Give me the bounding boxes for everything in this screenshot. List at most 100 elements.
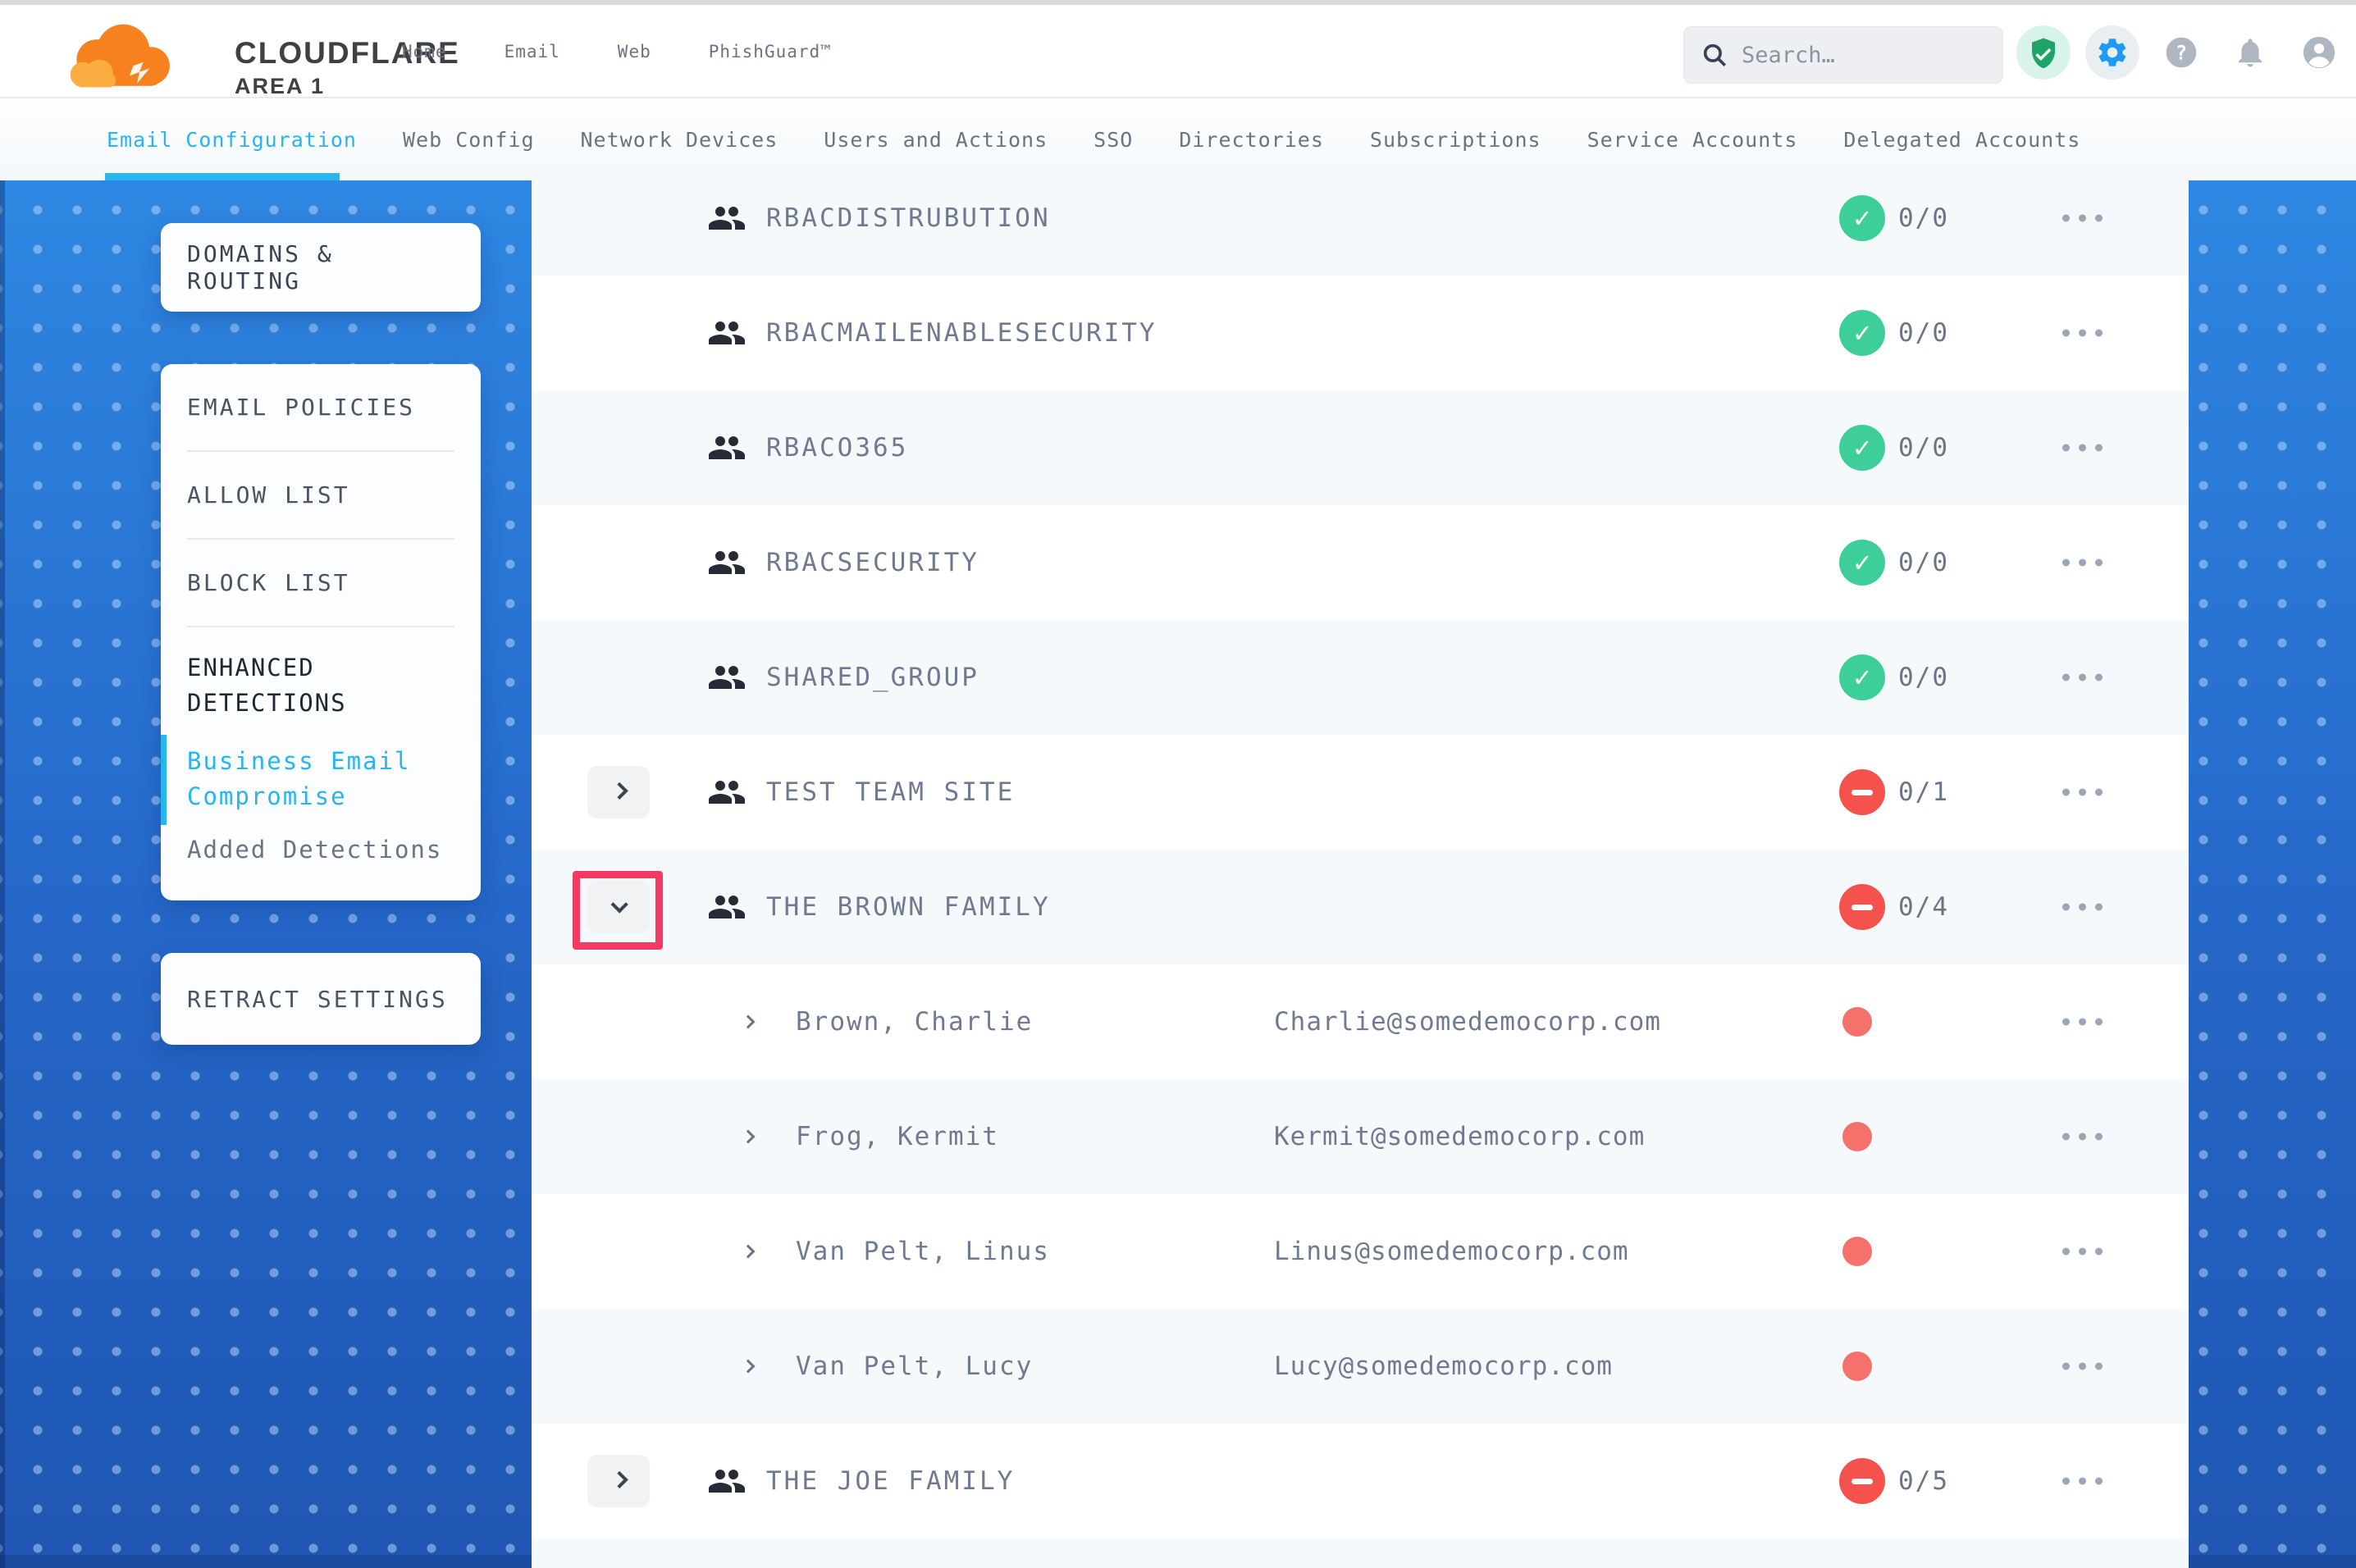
status-ok-badge: ✓ bbox=[1839, 540, 1885, 586]
security-status-button[interactable] bbox=[2016, 25, 2071, 80]
settings-button[interactable] bbox=[2085, 25, 2139, 80]
group-icon bbox=[709, 1470, 745, 1493]
row-actions-menu[interactable] bbox=[2054, 1010, 2111, 1034]
group-row[interactable]: TEST TEAM SITE 0/1 bbox=[532, 735, 2189, 850]
row-actions-menu[interactable] bbox=[2054, 436, 2111, 460]
enhanced-detections-section: ENHANCED DETECTIONS Business Email Compr… bbox=[187, 627, 454, 864]
row-actions-menu[interactable] bbox=[2054, 551, 2111, 575]
sidebar-item-added-detections[interactable]: Added Detections bbox=[187, 836, 443, 864]
window-top-edge bbox=[0, 0, 2356, 5]
bell-icon bbox=[2239, 39, 2262, 67]
group-name: THE JOE FAMILY bbox=[766, 1466, 1016, 1496]
row-actions-menu[interactable] bbox=[2054, 321, 2111, 345]
top-nav-web[interactable]: Web bbox=[617, 42, 651, 62]
tab-users-and-actions[interactable]: Users and Actions bbox=[824, 127, 1048, 152]
group-row[interactable]: RBACO365 ✓ 0/0 bbox=[532, 390, 2189, 505]
group-row-partial bbox=[532, 1538, 2189, 1568]
status-blocked-badge bbox=[1839, 884, 1885, 930]
tab-web-config[interactable]: Web Config bbox=[402, 127, 535, 152]
group-row[interactable]: THE JOE FAMILY 0/5 bbox=[532, 1424, 2189, 1538]
chevron-right-icon bbox=[741, 1244, 756, 1259]
row-actions-menu[interactable] bbox=[2054, 896, 2111, 919]
groups-list-panel: RBACDISTRUBUTION ✓ 0/0 RBACMAILENABLESEC… bbox=[532, 180, 2189, 1568]
chevron-right-icon bbox=[741, 1359, 756, 1374]
account-button[interactable] bbox=[2292, 25, 2346, 80]
cloudflare-cloud-icon bbox=[70, 24, 170, 88]
top-nav-home[interactable]: Home bbox=[402, 42, 447, 62]
top-nav-phishguard[interactable]: PhishGuard™ bbox=[708, 42, 832, 62]
row-actions-menu[interactable] bbox=[2054, 1240, 2111, 1264]
group-row[interactable]: RBACSECURITY ✓ 0/0 bbox=[532, 505, 2189, 620]
member-name: Frog, Kermit bbox=[796, 1122, 999, 1151]
group-icon bbox=[709, 207, 745, 230]
sidebar-item-allow-list[interactable]: ALLOW LIST bbox=[187, 452, 454, 540]
group-name: SHARED_GROUP bbox=[766, 663, 979, 692]
logo-text-cloudflare: CLOUDFLARE bbox=[235, 36, 460, 70]
chevron-right-icon bbox=[610, 782, 628, 800]
tab-service-accounts[interactable]: Service Accounts bbox=[1587, 127, 1798, 152]
search-icon bbox=[1703, 43, 1727, 67]
search-box[interactable] bbox=[1683, 26, 2003, 84]
group-row[interactable]: THE BROWN FAMILY 0/4 bbox=[532, 850, 2189, 964]
row-actions-menu[interactable] bbox=[2054, 1355, 2111, 1379]
member-email: Linus@somedemocorp.com bbox=[1274, 1237, 1629, 1266]
expand-group-button[interactable] bbox=[587, 1455, 650, 1507]
chevron-right-icon bbox=[741, 1129, 756, 1144]
tab-directories[interactable]: Directories bbox=[1179, 127, 1324, 152]
tab-email-configuration[interactable]: Email Configuration bbox=[107, 127, 357, 152]
member-row[interactable]: Frog, Kermit Kermit@somedemocorp.com bbox=[532, 1079, 2189, 1194]
row-actions-menu[interactable] bbox=[2054, 666, 2111, 690]
group-row[interactable]: RBACMAILENABLESECURITY ✓ 0/0 bbox=[532, 276, 2189, 390]
group-row[interactable]: RBACDISTRUBUTION ✓ 0/0 bbox=[532, 180, 2189, 276]
row-actions-menu[interactable] bbox=[2054, 781, 2111, 805]
sidebar-item-block-list[interactable]: BLOCK LIST bbox=[187, 540, 454, 627]
tab-delegated-accounts[interactable]: Delegated Accounts bbox=[1843, 127, 2081, 152]
sidebar-item-email-policies[interactable]: EMAIL POLICIES bbox=[187, 364, 454, 452]
notifications-button[interactable] bbox=[2223, 25, 2277, 80]
status-dot bbox=[1842, 1237, 1872, 1266]
collapse-group-button[interactable] bbox=[587, 881, 650, 933]
window-left-edge bbox=[0, 180, 5, 1568]
search-input[interactable] bbox=[1742, 42, 1986, 68]
member-name: Brown, Charlie bbox=[796, 1007, 1034, 1037]
group-row[interactable]: SHARED_GROUP ✓ 0/0 bbox=[532, 620, 2189, 735]
member-row[interactable]: Brown, Charlie Charlie@somedemocorp.com bbox=[532, 964, 2189, 1079]
active-tab-underline bbox=[105, 173, 340, 180]
row-actions-menu[interactable] bbox=[2054, 1125, 2111, 1149]
group-icon bbox=[709, 551, 745, 574]
group-icon bbox=[709, 896, 745, 918]
row-actions-menu[interactable] bbox=[2054, 207, 2111, 230]
active-item-indicator bbox=[161, 735, 167, 825]
cloudflare-logo[interactable]: CLOUDFLARE AREA 1 SECURITY bbox=[43, 15, 459, 124]
chevron-down-icon bbox=[610, 895, 628, 914]
member-count: 0/1 bbox=[1898, 777, 1949, 807]
group-name: RBACSECURITY bbox=[766, 548, 979, 577]
status-blocked-badge bbox=[1839, 769, 1885, 815]
sidebar-item-business-email-compromise[interactable]: Business Email Compromise bbox=[187, 747, 411, 810]
help-button[interactable]: ? bbox=[2154, 25, 2208, 80]
group-icon bbox=[709, 436, 745, 459]
email-policies-card: EMAIL POLICIES ALLOW LIST BLOCK LIST ENH… bbox=[161, 364, 481, 900]
member-row[interactable]: Van Pelt, Linus Linus@somedemocorp.com bbox=[532, 1194, 2189, 1309]
group-name: RBACO365 bbox=[766, 433, 909, 463]
member-count: 0/0 bbox=[1898, 433, 1949, 463]
member-count: 0/0 bbox=[1898, 548, 1949, 577]
shield-check-icon bbox=[2032, 38, 2055, 69]
member-count: 0/4 bbox=[1898, 892, 1949, 922]
tab-network-devices[interactable]: Network Devices bbox=[580, 127, 778, 152]
retract-settings-card[interactable]: RETRACT SETTINGS bbox=[161, 953, 481, 1045]
top-nav-email[interactable]: Email bbox=[504, 42, 560, 62]
member-row[interactable]: Van Pelt, Lucy Lucy@somedemocorp.com bbox=[532, 1309, 2189, 1424]
tab-subscriptions[interactable]: Subscriptions bbox=[1369, 127, 1541, 152]
domains-routing-card[interactable]: DOMAINS & ROUTING bbox=[161, 223, 481, 312]
expand-group-button[interactable] bbox=[587, 766, 650, 818]
group-name: RBACDISTRUBUTION bbox=[766, 203, 1051, 233]
retract-settings-label: RETRACT SETTINGS bbox=[187, 985, 448, 1013]
row-actions-menu[interactable] bbox=[2054, 1470, 2111, 1493]
member-email: Charlie@somedemocorp.com bbox=[1274, 1007, 1661, 1037]
status-ok-badge: ✓ bbox=[1839, 195, 1885, 241]
group-icon bbox=[709, 666, 745, 689]
member-email: Lucy@somedemocorp.com bbox=[1274, 1351, 1613, 1381]
tab-sso[interactable]: SSO bbox=[1094, 127, 1134, 152]
